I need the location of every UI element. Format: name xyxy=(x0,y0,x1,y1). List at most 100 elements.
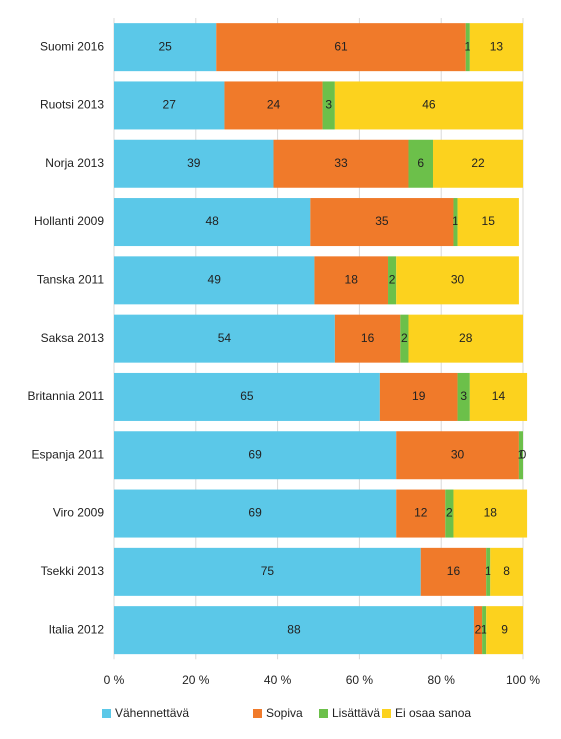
value-label: 16 xyxy=(361,331,375,345)
value-label: 88 xyxy=(287,622,301,636)
bar-segment xyxy=(216,23,466,72)
value-label: 2 xyxy=(475,622,482,636)
value-label: 30 xyxy=(451,273,465,287)
value-label: 27 xyxy=(163,98,177,112)
value-label: 16 xyxy=(447,564,461,578)
value-label: 35 xyxy=(375,214,389,228)
bar-segment xyxy=(114,606,474,655)
value-label: 54 xyxy=(218,331,232,345)
y-tick-label: Tsekki 2013 xyxy=(41,564,105,578)
value-label: 1 xyxy=(452,214,459,228)
bar-segment xyxy=(310,198,454,247)
bar-segment xyxy=(400,314,409,363)
value-label: 22 xyxy=(471,156,485,170)
value-label: 48 xyxy=(205,214,219,228)
bar-segment xyxy=(469,23,523,72)
value-label: 75 xyxy=(261,564,275,578)
value-label: 8 xyxy=(503,564,510,578)
bar-segment xyxy=(114,198,311,247)
bar-segment xyxy=(396,489,446,538)
legend-label: Vähennettävä xyxy=(115,706,189,720)
bar-segment xyxy=(114,431,397,480)
value-label: 28 xyxy=(459,331,473,345)
bar-segment xyxy=(114,256,315,305)
value-label: 24 xyxy=(267,98,281,112)
legend-label: Lisättävä xyxy=(332,706,380,720)
y-tick-label: Ruotsi 2013 xyxy=(40,98,104,112)
y-tick-label: Hollanti 2009 xyxy=(34,214,104,228)
legend-swatch xyxy=(382,709,391,718)
y-tick-label: Britannia 2011 xyxy=(28,389,105,403)
value-label: 1 xyxy=(485,564,492,578)
value-label: 1 xyxy=(481,622,488,636)
bar-segment xyxy=(518,431,523,480)
bar-segment xyxy=(114,372,380,421)
x-tick-label: 0 % xyxy=(104,673,125,687)
bar-segment xyxy=(114,81,225,130)
y-tick-label: Espanja 2011 xyxy=(31,447,104,461)
x-tick-label: 40 % xyxy=(264,673,292,687)
bar-segment xyxy=(408,314,523,363)
y-tick-label: Suomi 2016 xyxy=(40,39,104,53)
bar-segment xyxy=(396,256,519,305)
legend-label: Sopiva xyxy=(266,706,303,720)
value-label: 65 xyxy=(240,389,254,403)
bar-segment xyxy=(388,256,397,305)
value-label: 49 xyxy=(208,273,222,287)
bar-segment xyxy=(473,606,483,655)
bar-segment xyxy=(445,489,454,538)
bar-segment xyxy=(114,489,397,538)
value-label: 61 xyxy=(334,39,348,53)
bar-segment xyxy=(322,81,335,130)
y-tick-label: Italia 2012 xyxy=(49,622,105,636)
value-label: 0 xyxy=(520,447,527,461)
bar-segment xyxy=(114,139,274,188)
value-label: 12 xyxy=(414,506,428,520)
value-label: 6 xyxy=(417,156,424,170)
bar-segment xyxy=(453,198,458,247)
legend-swatch xyxy=(102,709,111,718)
x-tick-label: 80 % xyxy=(428,673,456,687)
y-tick-label: Tanska 2011 xyxy=(37,273,104,287)
bar-segment xyxy=(224,81,323,130)
bar-segment xyxy=(486,606,523,655)
bar-segment xyxy=(114,547,421,596)
bar-segment xyxy=(114,23,217,72)
value-label: 3 xyxy=(460,389,467,403)
value-label: 1 xyxy=(518,447,525,461)
value-label: 33 xyxy=(334,156,348,170)
bar-segment xyxy=(334,81,523,130)
bar-segment xyxy=(482,606,487,655)
value-label: 14 xyxy=(492,389,506,403)
bar-segment xyxy=(334,314,401,363)
value-label: 15 xyxy=(482,214,496,228)
value-label: 2 xyxy=(389,273,396,287)
legend-label: Ei osaa sanoa xyxy=(395,706,471,720)
value-label: 46 xyxy=(422,98,436,112)
y-tick-label: Saksa 2013 xyxy=(41,331,105,345)
value-label: 39 xyxy=(187,156,201,170)
bar-segment xyxy=(314,256,389,305)
bar-segment xyxy=(408,139,434,188)
value-label: 1 xyxy=(464,39,471,53)
bar-segment xyxy=(453,489,528,538)
value-label: 2 xyxy=(401,331,408,345)
value-label: 13 xyxy=(490,39,504,53)
value-label: 18 xyxy=(484,506,498,520)
bar-segment xyxy=(457,372,470,421)
value-label: 30 xyxy=(451,447,465,461)
value-label: 19 xyxy=(412,389,426,403)
y-tick-label: Norja 2013 xyxy=(45,156,104,170)
value-label: 3 xyxy=(325,98,332,112)
bar-segment xyxy=(469,372,528,421)
x-tick-label: 100 % xyxy=(506,673,540,687)
bar-segment xyxy=(457,198,519,247)
x-tick-label: 20 % xyxy=(182,673,210,687)
bar-segment xyxy=(465,23,470,72)
x-tick-label: 60 % xyxy=(346,673,374,687)
value-label: 18 xyxy=(345,273,359,287)
bar-segment xyxy=(433,139,523,188)
value-label: 25 xyxy=(158,39,172,53)
